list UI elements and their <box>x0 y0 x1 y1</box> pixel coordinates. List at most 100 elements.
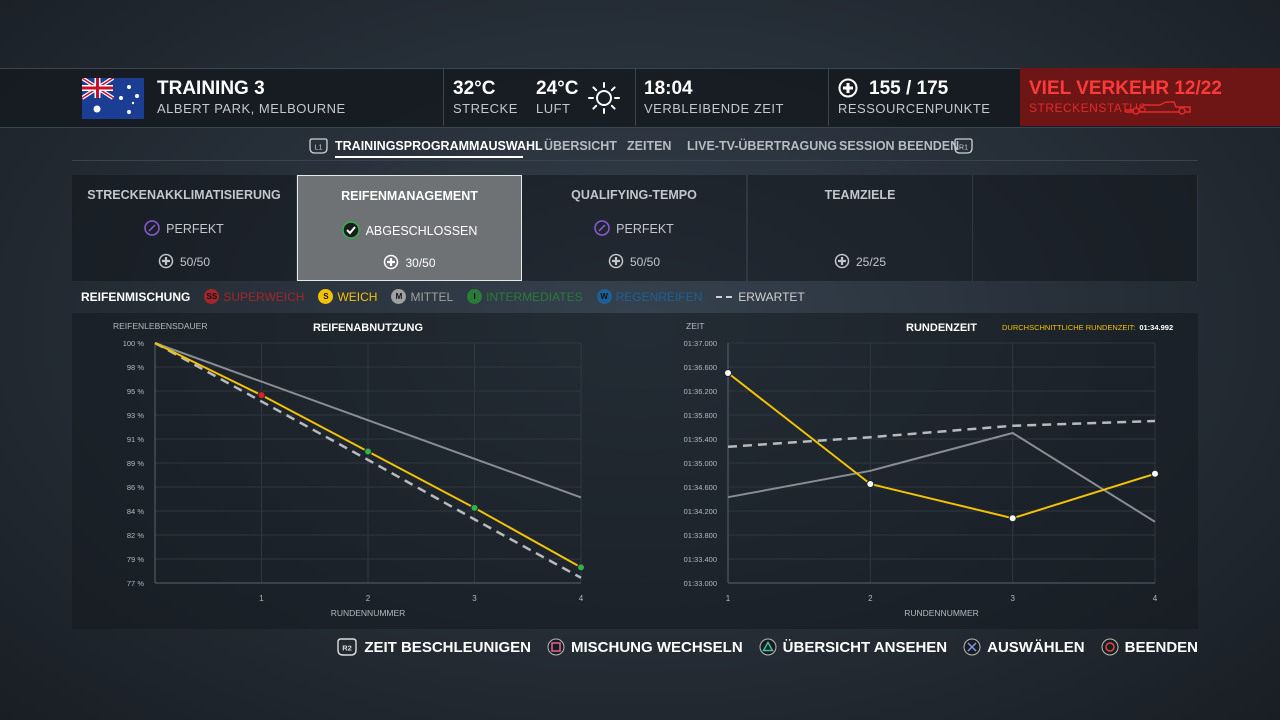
traffic-label: STRECKENSTATUS <box>1029 101 1147 115</box>
points-icon <box>384 254 399 270</box>
button[interactable]: AUSWÄHLEN <box>963 638 1085 656</box>
y-tick-label: 86 % <box>127 483 144 492</box>
series-line <box>154 342 582 499</box>
program-card[interactable]: STRECKENAKKLIMATISIERUNG PERFEKT 50/50 <box>72 175 297 281</box>
data-point <box>364 447 372 456</box>
legend-label: MITTEL <box>410 289 454 304</box>
tab[interactable]: ÜBERSICHT <box>544 139 617 153</box>
program-points: 50/50 <box>522 253 746 269</box>
divider <box>635 68 636 126</box>
circle-icon <box>1101 638 1119 656</box>
y-tick-label: 01:33.400 <box>684 555 717 564</box>
data-point <box>470 503 479 512</box>
y-tick-label: 77 % <box>127 579 144 588</box>
y-tick-label: 95 % <box>127 387 144 396</box>
y-tick-label: 98 % <box>127 363 144 372</box>
legend-item: SS SUPERWEICH <box>204 289 304 304</box>
program-status: ABGESCHLOSSEN <box>298 221 521 239</box>
tab[interactable]: ZEITEN <box>627 139 672 153</box>
program-points-text: 25/25 <box>855 255 887 269</box>
y-tick-label: 01:35.000 <box>684 459 717 468</box>
series-line <box>727 419 1156 449</box>
tab[interactable]: LIVE-TV-ÜBERTRAGUNG <box>687 139 837 153</box>
data-point <box>1008 514 1017 523</box>
program-points: 50/50 <box>72 253 296 269</box>
button[interactable]: ÜBERSICHT ANSEHEN <box>759 638 947 656</box>
data-point <box>724 369 732 377</box>
x-tick-label: 3 <box>472 594 477 603</box>
x-tick-label: 2 <box>868 594 873 603</box>
square-icon <box>547 638 565 656</box>
program-card[interactable]: QUALIFYING-TEMPO PERFEKT 50/50 <box>522 175 747 281</box>
program-title: STRECKENAKKLIMATISIERUNG <box>87 188 281 202</box>
series-line <box>727 372 1156 520</box>
legend-label: INTERMEDIATES <box>486 289 583 304</box>
button[interactable]: R2 ZEIT BESCHLEUNIGEN <box>336 638 531 656</box>
air-temp-label: LUFT <box>536 101 571 116</box>
tab-rule <box>72 160 1198 161</box>
series-line <box>727 431 1156 523</box>
cross-icon <box>963 638 981 656</box>
program-card-selected[interactable]: REIFENMANAGEMENT ABGESCHLOSSEN 30/50 <box>297 175 522 281</box>
button-bar: R2 ZEIT BESCHLEUNIGEN MISCHUNG WECHSELN Ü… <box>336 638 1198 656</box>
points-icon <box>608 253 624 269</box>
legend-label: SUPERWEICH <box>223 289 305 304</box>
points-icon <box>834 253 850 269</box>
air-temp: 24°C <box>536 78 579 99</box>
button[interactable]: MISCHUNG WECHSELN <box>547 638 743 656</box>
x-tick-label: 1 <box>726 594 731 603</box>
legend-dash <box>716 295 733 298</box>
y-tick-label: 01:35.400 <box>684 435 717 444</box>
track-temp: 32°C <box>453 78 496 99</box>
button-label: ÜBERSICHT ANSEHEN <box>782 638 948 656</box>
r1-icon: R1 <box>954 138 973 154</box>
divider <box>828 68 829 126</box>
program-status: PERFEKT <box>522 220 746 236</box>
triangle-icon <box>759 638 777 656</box>
r1-label: R1 <box>959 145 968 152</box>
x-axis-label: RUNDENNUMMER <box>904 608 979 618</box>
y-tick-label: 01:33.800 <box>684 531 717 540</box>
l1-label: L1 <box>315 145 323 152</box>
flag <box>82 78 144 119</box>
program-points: 25/25 <box>748 253 972 269</box>
y-tick-label: 100 % <box>123 339 145 348</box>
button-label: ZEIT BESCHLEUNIGEN <box>364 638 531 656</box>
data-point <box>257 391 266 400</box>
program-points-text: 30/50 <box>405 256 436 270</box>
legend-title: REIFENMISCHUNG <box>81 289 191 304</box>
program-title: QUALIFYING-TEMPO <box>571 188 697 202</box>
legend-badge: SS <box>204 289 220 304</box>
x-axis-label: RUNDENNUMMER <box>331 608 406 618</box>
resource-label: RESSOURCENPUNKTE <box>838 101 991 116</box>
legend-badge: S <box>318 289 334 304</box>
time-left: 18:04 <box>644 78 693 99</box>
data-point <box>577 563 585 572</box>
legend-item: S WEICH <box>318 289 377 304</box>
tab-active[interactable]: TRAININGSPROGRAMMAUSWAHL <box>335 139 543 153</box>
divider <box>443 68 444 126</box>
resource-points: 155 / 175 <box>869 78 949 99</box>
chart-panel <box>72 313 1198 629</box>
session-name: TRAINING 3 <box>157 78 265 99</box>
legend: REIFENMISCHUNG SS SUPERWEICH S WEICH M MITTEL… <box>81 289 811 304</box>
program-card[interactable]: TEAMZIELE 25/25 <box>748 175 973 281</box>
y-tick-label: 91 % <box>127 435 144 444</box>
track-status-panel <box>1020 68 1280 126</box>
car-icon <box>1125 101 1191 115</box>
y-tick-label: 01:36.600 <box>684 363 717 372</box>
button[interactable]: BEENDEN <box>1101 638 1198 656</box>
legend-label: REGENREIFEN <box>615 289 703 304</box>
y-tick-label: 82 % <box>127 531 144 540</box>
program-points: 30/50 <box>298 254 521 270</box>
tab[interactable]: SESSION BEENDEN <box>839 139 960 153</box>
average-label-text: DURCHSCHNITTLICHE RUNDENZEIT: <box>1002 323 1135 332</box>
y-tick-label: 01:34.600 <box>684 483 717 492</box>
status-icon <box>594 220 610 236</box>
legend-badge: W <box>596 289 612 304</box>
resource-icon <box>838 78 858 98</box>
y-axis-label: ZEIT <box>686 321 704 331</box>
legend-item: I INTERMEDIATES <box>467 289 583 304</box>
data-point <box>866 480 875 488</box>
